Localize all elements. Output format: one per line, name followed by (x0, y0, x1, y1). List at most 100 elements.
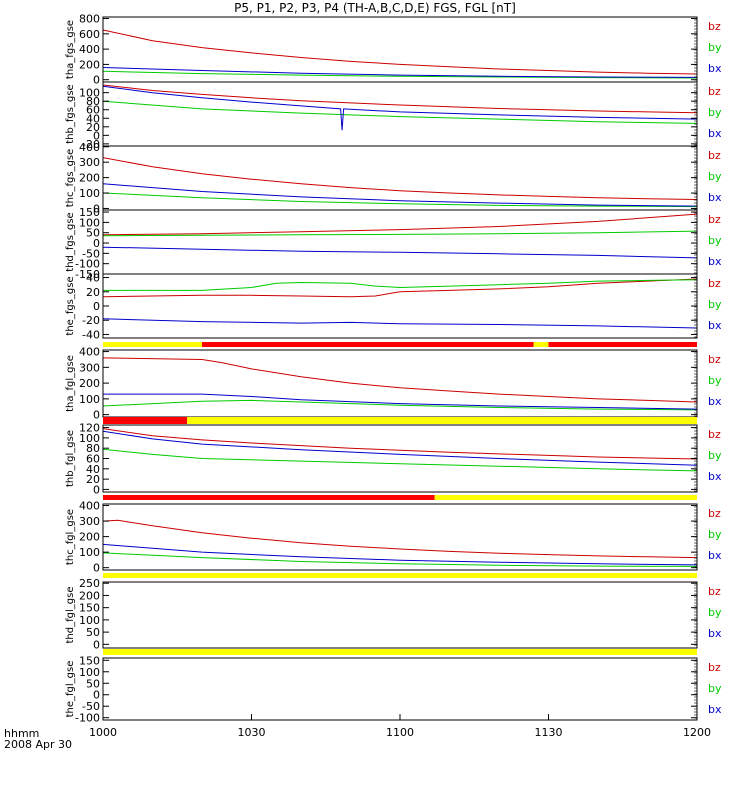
legend-bx: bx (708, 395, 722, 408)
legend-bx: bx (708, 319, 722, 332)
y-axis-label: thc_fgs_gse (65, 149, 76, 208)
series-line-bx (102, 85, 698, 131)
y-tick-label: 50 (86, 227, 100, 240)
flag-bar-4 (103, 573, 697, 578)
y-tick-label: 0 (93, 300, 100, 313)
panel-frame (102, 81, 698, 147)
legend-by: by (708, 449, 722, 462)
series-line-by (103, 279, 698, 291)
flag-segment-yellow (103, 649, 697, 655)
y-tick-label: 100 (79, 614, 100, 627)
legend-bz: bz (708, 277, 721, 290)
y-tick-label: 100 (79, 216, 100, 229)
y-tick-label: -50 (82, 700, 100, 713)
series-line-bz (102, 428, 698, 460)
y-tick-label: 20 (86, 473, 100, 486)
y-tick-label: 250 (79, 577, 100, 590)
y-axis-label: thd_fgl_gse (65, 587, 76, 644)
y-tick-label: 150 (79, 206, 100, 219)
y-tick-label: 150 (79, 602, 100, 615)
series-line-bz (102, 84, 698, 114)
y-tick-label: -20 (82, 138, 100, 151)
y-tick-label: 400 (79, 141, 100, 154)
y-tick-label: 100 (79, 393, 100, 406)
y-tick-label: -100 (75, 258, 100, 271)
legend-bz: bz (708, 85, 721, 98)
x-tick-label: 1030 (238, 726, 266, 739)
y-tick-label: 0 (93, 483, 100, 496)
x-tick-label: 1000 (89, 726, 117, 739)
y-tick-label: 80 (86, 95, 100, 108)
y-tick-label: 0 (93, 562, 100, 575)
legend-bz: bz (708, 428, 721, 441)
legend-bx: bx (708, 549, 722, 562)
y-tick-label: 200 (79, 377, 100, 390)
flag-bar-3 (103, 495, 697, 500)
series-line-by (102, 230, 698, 237)
y-tick-label: 300 (79, 515, 100, 528)
legend-bx: bx (708, 470, 722, 483)
y-tick-label: 40 (86, 112, 100, 125)
y-tick-label: 100 (79, 546, 100, 559)
panel-tha_fgl_gse: 400 300 200 100 0 tha_fgl_gse bz by bx (65, 346, 722, 422)
y-tick-label: 80 (86, 442, 100, 455)
series-line-bx (102, 318, 698, 329)
series-line-by (102, 399, 698, 411)
x-tick-label: 1130 (535, 726, 563, 739)
y-tick-label: 20 (86, 286, 100, 299)
y-tick-label: 20 (86, 121, 100, 134)
y-tick-label: 100 (79, 87, 100, 100)
series-line-by (102, 552, 698, 567)
y-axis-label: tha_fgl_gse (65, 355, 76, 412)
y-tick-label: 200 (79, 589, 100, 602)
y-tick-label: 200 (79, 58, 100, 71)
y-tick-label: 200 (79, 172, 100, 185)
y-tick-label: 0 (93, 237, 100, 250)
series-line-bz (102, 157, 698, 200)
y-tick-label: 0 (93, 409, 100, 422)
legend-bz: bz (708, 353, 721, 366)
series-line-by (102, 100, 698, 124)
legend-by: by (708, 298, 722, 311)
flag-bar-2 (103, 417, 697, 424)
x-tick-label: 1100 (386, 726, 414, 739)
series-line-bz (102, 29, 698, 75)
legend-by: by (708, 606, 722, 619)
series-line-by (102, 448, 698, 472)
legend-by: by (708, 41, 722, 54)
y-tick-label: 120 (79, 422, 100, 435)
legend-by: by (708, 170, 722, 183)
y-tick-label: -20 (82, 314, 100, 327)
series-line-bx (102, 543, 698, 566)
x-tick-label: 1200 (683, 726, 711, 739)
legend-by: by (708, 682, 722, 695)
y-tick-label: 800 (79, 13, 100, 26)
y-tick-label: 60 (86, 104, 100, 117)
y-axis-label: tha_fgs_gse (65, 20, 76, 79)
plot-title: P5, P1, P2, P3, P4 (TH-A,B,C,D,E) FGS, F… (234, 1, 516, 15)
legend-bz: bz (708, 585, 721, 598)
y-axis-label: thb_fgl_gse (65, 430, 76, 487)
y-tick-label: -40 (82, 328, 100, 341)
legend-bx: bx (708, 62, 722, 75)
legend-bz: bz (708, 149, 721, 162)
y-tick-label: 0 (93, 689, 100, 702)
series-line-bx (102, 430, 698, 466)
x-axis-format-label: hhmm (4, 727, 40, 740)
legend-bx: bx (708, 703, 722, 716)
series-line-bz (102, 519, 698, 559)
flag-segment-red (202, 342, 534, 347)
flag-segment-red (548, 342, 697, 347)
series-line-by (102, 70, 698, 79)
legend-bx: bx (708, 127, 722, 140)
panel-thc_fgl_gse: 400 300 200 100 0 thc_fgl_gse bz by bx (65, 500, 722, 575)
series-line-bx (102, 246, 698, 259)
legend-by: by (708, 528, 722, 541)
legend-bz: bz (708, 20, 721, 33)
